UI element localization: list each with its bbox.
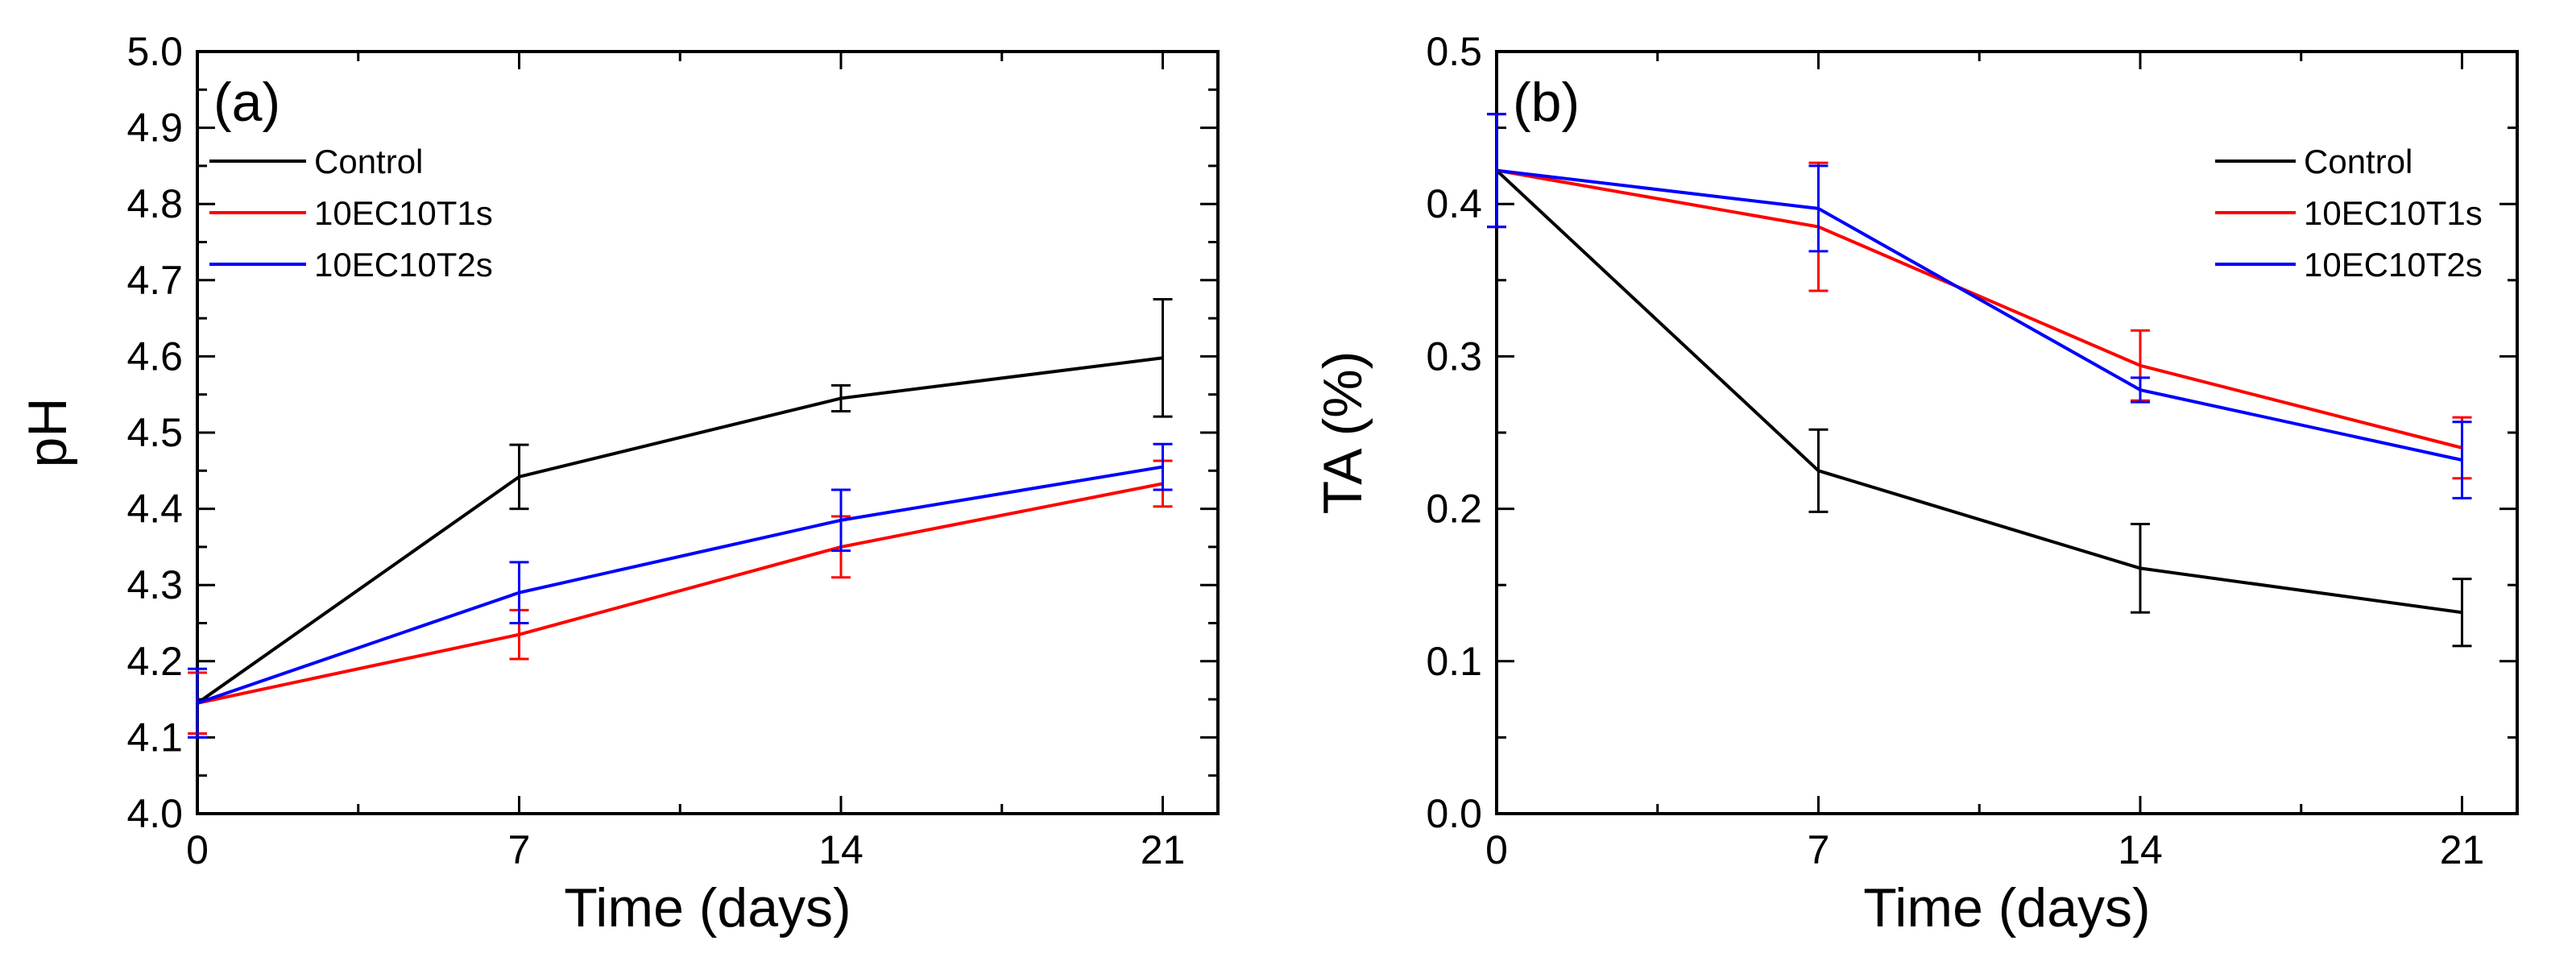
data-point <box>1495 169 1498 172</box>
x-tick-label: 14 <box>818 827 863 872</box>
series-10EC10T2s <box>188 442 1173 739</box>
data-point <box>2139 566 2142 570</box>
x-tick-label: 21 <box>2440 827 2485 872</box>
panel-label: (b) <box>1513 72 1580 133</box>
data-point <box>2461 611 2464 614</box>
y-tick-label: 0.5 <box>1426 29 1482 74</box>
data-point <box>1162 466 1165 469</box>
data-point <box>196 702 199 705</box>
series-10EC10T1s <box>188 459 1173 735</box>
data-point <box>518 633 521 636</box>
legend-label: Control <box>314 143 423 180</box>
y-tick-label: 4.3 <box>126 562 183 607</box>
series-10EC10T2s <box>1487 113 2472 499</box>
x-tick-label: 21 <box>1141 827 1186 872</box>
y-tick-label: 5.0 <box>126 29 183 74</box>
x-tick-label: 7 <box>508 827 531 872</box>
y-tick-label: 4.4 <box>126 487 183 532</box>
legend-label: 10EC10T1s <box>314 194 493 232</box>
y-tick-label: 4.0 <box>126 791 183 836</box>
y-tick-label: 0.0 <box>1426 791 1482 836</box>
series-line <box>1496 168 2463 450</box>
x-tick-label: 7 <box>1808 827 1830 872</box>
data-point <box>1817 207 1820 210</box>
data-point <box>839 519 843 522</box>
x-axis-title: Time (days) <box>1863 877 2150 938</box>
y-tick-label: 4.7 <box>126 258 183 303</box>
data-point <box>839 396 843 400</box>
panel-b: 0.0 0.1 0.2 0.3 0.4 0.5 0 7 14 21 Time (days) TA (%… <box>1312 29 2519 938</box>
x-tick-label: 0 <box>186 827 209 872</box>
y-axis-title: pH <box>17 398 78 468</box>
x-tick-label: 0 <box>1485 827 1508 872</box>
legend-label: 10EC10T1s <box>2304 194 2483 232</box>
legend-label: 10EC10T2s <box>314 246 493 284</box>
data-point <box>2139 364 2142 367</box>
data-point <box>1817 469 1820 472</box>
series-line <box>196 356 1163 705</box>
series-line <box>1495 169 2462 615</box>
y-tick-label: 4.9 <box>126 106 183 151</box>
series-line <box>197 465 1163 705</box>
series-Control <box>188 297 1173 735</box>
data-point <box>2139 388 2142 392</box>
data-point <box>1162 356 1165 359</box>
x-axis-title: Time (days) <box>564 877 851 938</box>
y-axis-title: TA (%) <box>1312 351 1373 515</box>
y-tick-label: 4.5 <box>126 410 183 455</box>
y-tick-label: 0.3 <box>1426 334 1482 379</box>
legend-label: 10EC10T2s <box>2304 246 2483 284</box>
panel-a: 4.0 4.1 4.2 4.3 4.4 4.5 4.6 4.7 4.8 4.9 5.0 0 7 14 21 T… <box>17 29 1220 938</box>
series-line <box>197 482 1163 705</box>
panel-label: (a) <box>213 72 280 133</box>
y-tick-label: 0.1 <box>1426 639 1482 684</box>
y-tick-label: 0.4 <box>1426 181 1482 226</box>
y-tick-label: 4.6 <box>126 334 183 379</box>
data-point <box>518 475 521 479</box>
y-tick-label: 0.2 <box>1426 487 1482 532</box>
y-tick-label: 4.2 <box>126 639 183 684</box>
x-tick-label: 14 <box>2118 827 2163 872</box>
y-tick-label: 4.1 <box>126 715 183 760</box>
legend-label: Control <box>2304 143 2412 180</box>
series-line <box>1496 168 2462 462</box>
y-tick-label: 4.8 <box>126 181 183 226</box>
data-point <box>2461 458 2464 462</box>
data-point <box>518 591 521 595</box>
